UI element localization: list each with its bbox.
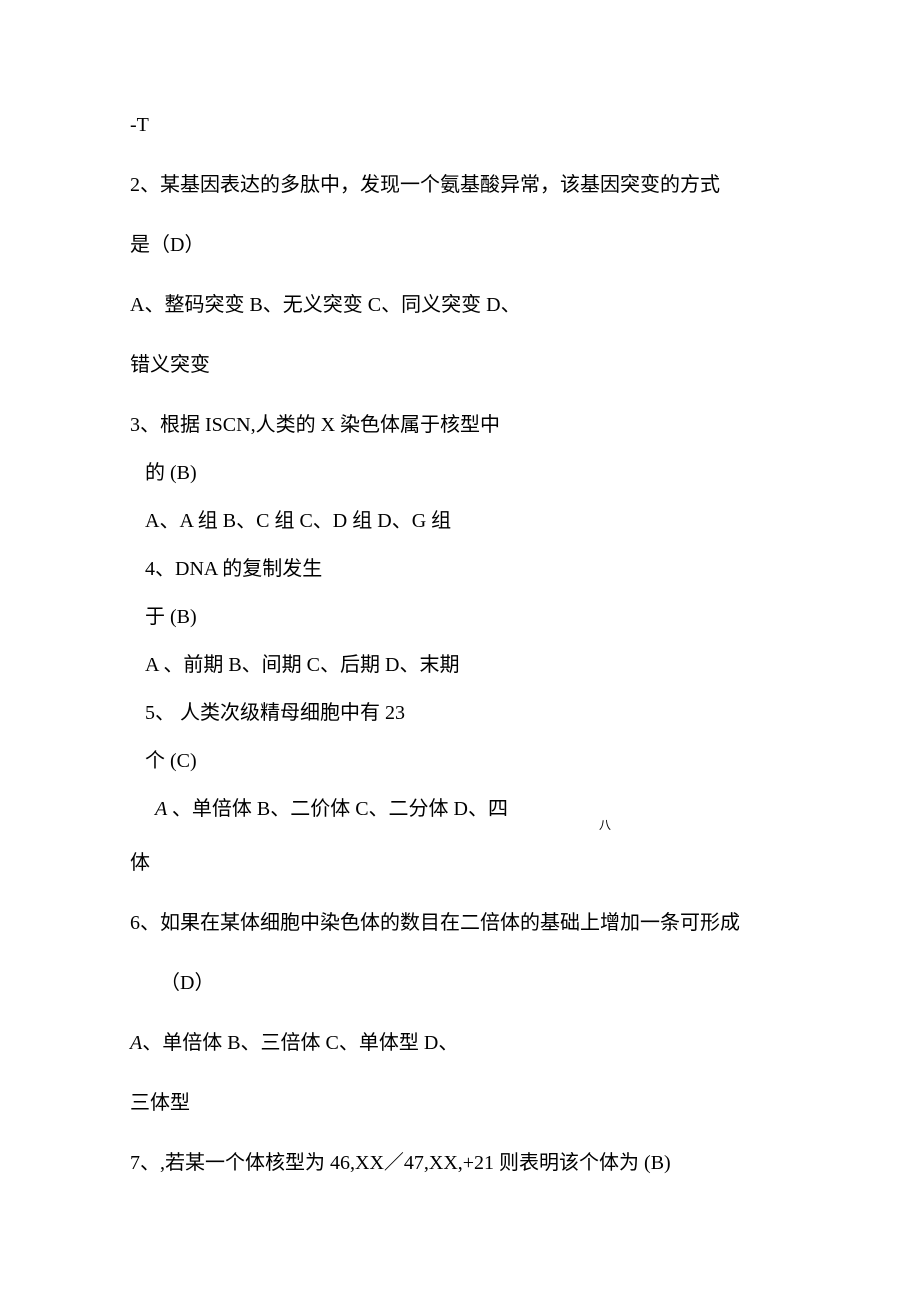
q3-text-line2: 的 (B)	[130, 458, 790, 488]
q2-options-line2: 错义突变	[130, 350, 790, 380]
q5-opt-a-label: A	[155, 798, 172, 820]
q5-opt-rest2: C、二分体 D、四	[350, 798, 508, 820]
q2-text-line2: 是（D）	[130, 230, 790, 260]
q5-options-line2: 体	[130, 848, 790, 878]
q5-line1: 5、 人类次级精母细胞中有 23	[130, 698, 790, 728]
q5-number: 5、	[145, 698, 175, 728]
q4-options: A 、前期 B、间期 C、后期 D、末期	[130, 650, 790, 680]
line-fragment: -T	[130, 110, 790, 140]
q3-options: A、A 组 B、C 组 C、D 组 D、G 组	[130, 506, 790, 536]
q4-text-line1: 4、DNA 的复制发生	[130, 554, 790, 584]
q5-opt-rest1: 、单倍体 B、二价体	[172, 798, 350, 820]
q2-text-line1: 2、某基因表达的多肽中，发现一个氨基酸异常，该基因突变的方式	[130, 170, 790, 200]
q6-answer: （D）	[130, 968, 790, 998]
q6-opt-rest: 、单倍体 B、三倍体 C、单体型 D、	[142, 1032, 458, 1054]
q3-text-line1: 3、根据 ISCN,人类的 X 染色体属于核型中	[130, 410, 790, 440]
q5-text-line2: 个 (C)	[130, 746, 790, 776]
q4-text-line2: 于 (B)	[130, 602, 790, 632]
q6-opt-a-label: A	[130, 1032, 142, 1054]
q7-text: 7、,若某一个体核型为 46,XX／47,XX,+21 则表明该个体为 (B)	[130, 1148, 790, 1178]
q6-options-line2: 三体型	[130, 1088, 790, 1118]
q5-text: 人类次级精母细胞中有 23	[180, 698, 405, 728]
q6-text: 6、如果在某体细胞中染色体的数目在二倍体的基础上增加一条可形成	[130, 908, 790, 938]
q2-options-line1: A、整码突变 B、无义突变 C、同义突变 D、	[130, 290, 790, 320]
q6-options-line1: A、单倍体 B、三倍体 C、单体型 D、	[130, 1028, 790, 1058]
